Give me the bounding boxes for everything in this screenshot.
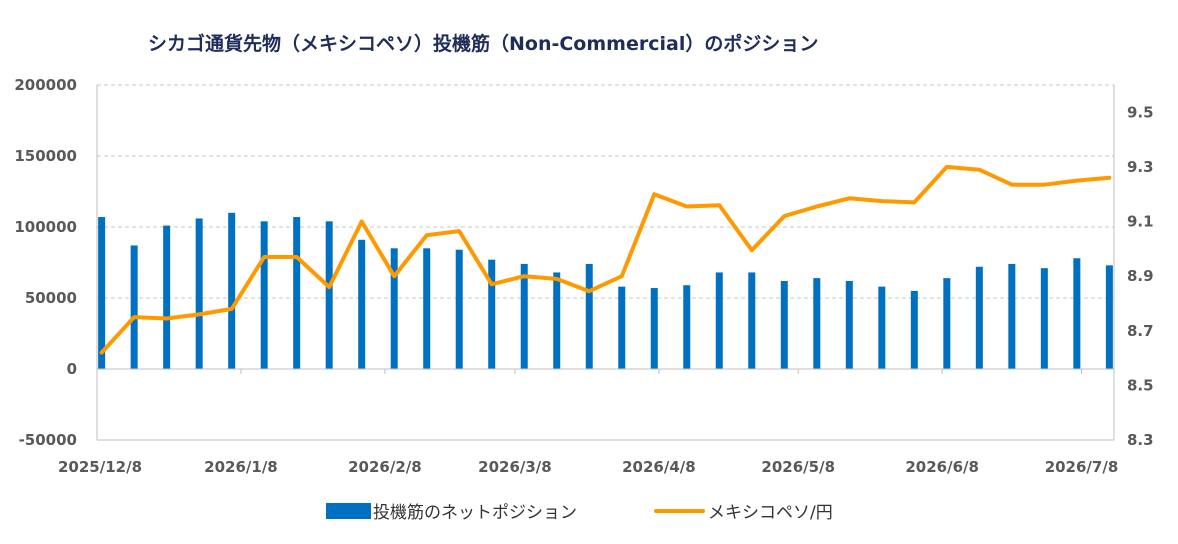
bar [455,249,463,369]
bar [390,248,398,369]
x-tick-label: 2026/5/8 [761,458,835,476]
bar [553,272,561,369]
x-tick-label: 2025/12/8 [58,458,142,476]
x-tick-label: 2026/4/8 [622,458,696,476]
axes [96,85,1115,441]
bar [650,288,658,369]
bar [1040,268,1048,369]
bar [325,221,333,369]
bar [520,263,528,369]
legend-bar-swatch [326,503,371,519]
bar [1073,258,1081,369]
bar [1008,263,1016,369]
bar [293,217,301,369]
left-tick-label: 200000 [14,76,77,94]
right-tick-label: 9.5 [1127,103,1154,121]
bar [585,263,593,369]
bar [228,212,236,369]
bar [98,217,106,369]
right-tick-label: 8.5 [1127,376,1154,394]
bar [780,280,788,369]
grid-lines [97,84,1114,370]
bar [975,266,983,369]
right-tick-label: 8.9 [1127,267,1154,285]
right-tick-label: 9.1 [1127,213,1154,231]
left-tick-label: -50000 [19,431,77,449]
bar [260,221,268,369]
x-tick-label: 2026/3/8 [478,458,552,476]
bar [423,248,431,369]
right-tick-label: 8.7 [1127,322,1154,340]
bars [98,212,1113,369]
bar [878,286,886,369]
x-tick-label: 2026/1/8 [204,458,278,476]
bar [488,259,496,369]
bar [163,225,171,369]
bar [195,218,203,369]
bar [813,278,821,369]
left-tick-label: 0 [67,360,77,378]
legend: 投機筋のネットポジション メキシコペソ/円 [326,503,833,523]
bar [943,278,951,369]
x-tick-label: 2026/2/8 [348,458,422,476]
line-series [99,164,1112,355]
bar [910,290,918,369]
bar [748,272,756,369]
bar [130,245,138,369]
right-tick-label: 8.3 [1127,431,1154,449]
bar [358,239,366,369]
bar [683,285,691,369]
chart-title: シカゴ通貨先物（メキシコペソ）投機筋（Non-Commercial）のポジション [148,32,818,55]
legend-bar-label: 投機筋のネットポジション [373,503,577,523]
left-tick-label: 50000 [25,289,77,307]
x-axis-ticks: 2025/12/8 2026/1/8 2026/2/8 2026/3/8 2026/4/… [58,458,1118,476]
bar [845,280,853,369]
legend-line-label: メキシコペソ/円 [708,503,833,523]
right-axis-ticks: 8.3 8.5 8.7 8.9 9.1 9.3 9.5 [1127,103,1154,449]
right-tick-label: 9.3 [1127,158,1154,176]
bar [1105,265,1113,369]
line-path [99,164,1112,355]
bar [715,272,723,369]
left-tick-label: 150000 [14,147,77,165]
left-tick-label: 100000 [14,218,77,236]
x-tick-label: 2026/7/8 [1045,458,1119,476]
x-tick-label: 2026/6/8 [905,458,979,476]
left-axis-ticks: -50000 0 50000 100000 150000 200000 [14,76,77,449]
bar [618,286,626,369]
